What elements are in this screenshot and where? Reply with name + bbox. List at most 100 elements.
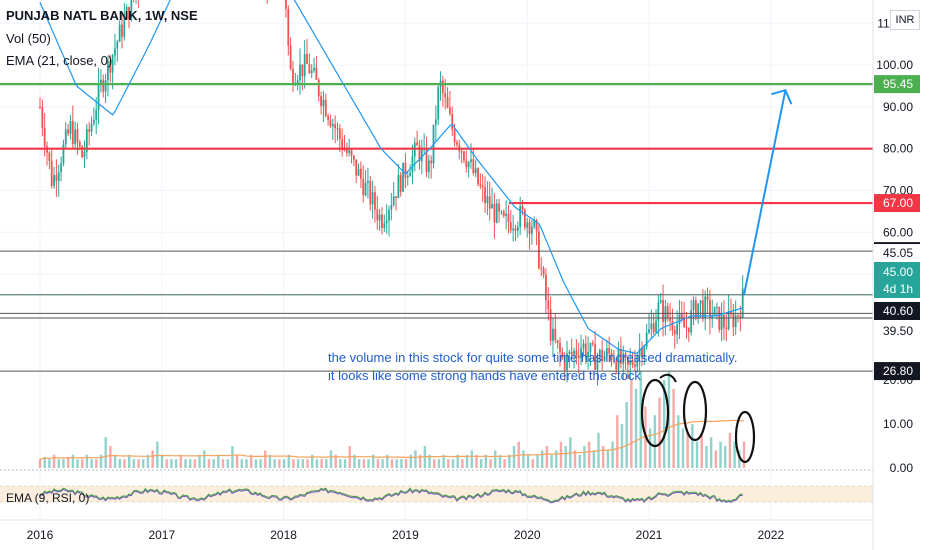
candle-body-220 [554, 328, 557, 341]
volume-bar-147 [728, 432, 732, 468]
price-axis[interactable]: 110.00100.0090.0080.0070.0060.0050.0095.… [872, 0, 920, 550]
candle-240 [601, 339, 604, 371]
rsi-legend[interactable]: EMA (9, RSI, 0) [6, 491, 90, 505]
candle-body-248 [619, 348, 622, 364]
candle-body-38 [128, 6, 130, 20]
candle-268 [666, 302, 669, 322]
candle-body-13 [69, 120, 72, 134]
candle-body-140 [367, 181, 369, 183]
candle-204 [516, 221, 519, 238]
price-tick-2: 90.00 [883, 100, 913, 114]
currency-label[interactable]: INR [890, 10, 920, 30]
candle-body-240 [601, 349, 604, 362]
candle-142 [371, 180, 374, 219]
volume-bar-6 [66, 457, 70, 468]
volume-bar-116 [583, 446, 586, 468]
candle-123 [327, 113, 330, 126]
volume-bar-12 [95, 459, 98, 468]
volume-bar-143 [709, 437, 713, 468]
candle-body-283 [701, 300, 704, 319]
candle-224 [563, 352, 566, 381]
candle-body-108 [292, 68, 294, 85]
candle-154 [399, 171, 402, 197]
ema-path [39, 0, 743, 354]
candle-120 [320, 91, 322, 115]
candle-body-30 [109, 60, 112, 73]
candle-160 [413, 137, 416, 172]
candle-body-2 [43, 127, 46, 147]
candle-body-269 [669, 317, 671, 322]
volume-ma-line [39, 419, 745, 460]
candle-151 [392, 182, 395, 207]
candle-117 [313, 57, 315, 73]
candle-body-155 [402, 162, 404, 192]
time-axis[interactable]: 2016 2017 2018 2019 2020 2021 2022 [0, 519, 873, 542]
candle-body-34 [118, 24, 121, 42]
volume-bar-78 [404, 459, 408, 468]
volume-bar-98 [498, 454, 502, 468]
candle-body-36 [123, 17, 126, 37]
candle-body-184 [470, 159, 472, 163]
volume-bar-8 [76, 459, 79, 468]
volume-bar-72 [376, 459, 380, 468]
candle-225 [566, 340, 568, 383]
volume-bar-146 [724, 446, 727, 468]
candle-body-208 [526, 222, 529, 228]
volume-bar-142 [705, 446, 708, 468]
candle-200 [507, 204, 510, 234]
candle-223 [561, 347, 564, 360]
volume-bar-107 [540, 450, 544, 468]
volume-bar-149 [738, 450, 741, 468]
volume-bar-71 [372, 454, 375, 468]
candle-body-148 [385, 220, 388, 224]
volume-bar-9 [81, 459, 84, 468]
volume-bar-30 [179, 454, 183, 468]
candle-221 [556, 339, 559, 349]
candle-body-185 [472, 159, 475, 174]
candle-129 [341, 128, 344, 157]
volume-bar-75 [390, 459, 394, 468]
volume-bar-42 [235, 454, 239, 468]
candle-275 [683, 302, 686, 328]
candle-270 [671, 308, 674, 336]
candle-171 [439, 71, 442, 101]
candle-169 [434, 105, 437, 142]
volume-bar-25 [156, 441, 159, 468]
candle-28 [104, 73, 107, 103]
candle-299 [739, 305, 742, 332]
candle-266 [662, 284, 664, 337]
volume-bar-58 [311, 454, 314, 468]
candle-156 [404, 153, 407, 189]
annotation-line-2: it looks like some strong hands have ent… [328, 368, 641, 383]
volume-bar-11 [90, 459, 93, 468]
candle-body-246 [615, 361, 618, 370]
candle-body-226 [568, 351, 571, 354]
projection-arrow[interactable] [743, 88, 793, 296]
candle-body-172 [441, 80, 444, 94]
candle-body-107 [289, 45, 292, 69]
candle-body-232 [582, 343, 585, 349]
candle-245 [612, 350, 615, 364]
candle-body-118 [315, 67, 318, 80]
candle-140 [367, 167, 369, 199]
candle-226 [568, 349, 571, 368]
candle-body-282 [699, 300, 702, 304]
horizontal-levels[interactable] [0, 83, 873, 372]
candle-body-197 [500, 211, 503, 213]
volume-bar-145 [719, 441, 722, 468]
volume-legend[interactable]: Vol (50) [6, 31, 51, 46]
price-label-3: 45.05 [874, 244, 920, 262]
candle-body-243 [608, 348, 611, 354]
volume-bar-17 [118, 459, 121, 468]
volume-bar-20 [132, 459, 136, 468]
candle-180 [460, 149, 463, 164]
candle-body-162 [418, 145, 421, 162]
candle-body-133 [350, 150, 353, 156]
ema-legend[interactable]: EMA (21, close, 0) [6, 53, 113, 68]
candle-218 [549, 296, 552, 346]
candle-body-156 [404, 162, 407, 178]
candle-5 [50, 149, 53, 189]
candle-158 [409, 164, 411, 177]
candle-164 [423, 133, 426, 154]
